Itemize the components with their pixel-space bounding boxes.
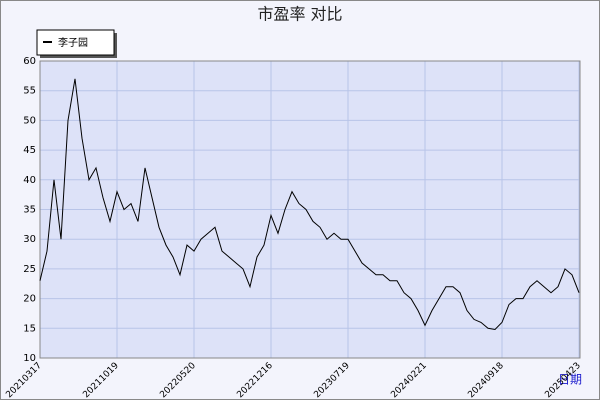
y-tick-label: 60 — [23, 56, 36, 67]
y-tick-label: 45 — [23, 145, 36, 156]
plot-frame — [39, 60, 581, 359]
y-tick-label: 25 — [23, 264, 36, 275]
y-tick-label: 30 — [23, 234, 36, 245]
y-tick-label: 50 — [23, 115, 36, 126]
y-tick-label: 15 — [23, 323, 36, 334]
series-line — [39, 78, 580, 331]
y-tick-label: 40 — [23, 175, 36, 186]
x-axis-label: 日期 — [558, 373, 582, 387]
y-tick-label: 10 — [23, 353, 36, 364]
y-tick-label: 55 — [23, 86, 36, 97]
chart-title: 市盈率 对比 — [257, 5, 342, 24]
y-tick-label: 20 — [23, 294, 36, 305]
y-tick-label: 35 — [23, 205, 36, 216]
legend-label: 李子园 — [58, 36, 88, 49]
